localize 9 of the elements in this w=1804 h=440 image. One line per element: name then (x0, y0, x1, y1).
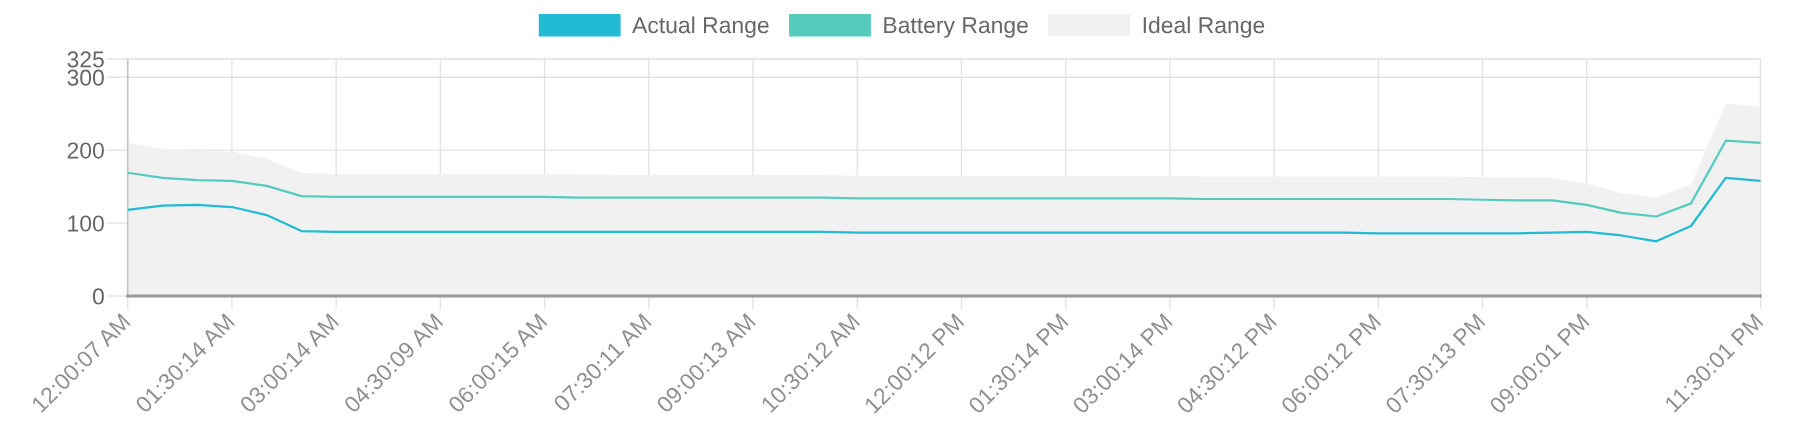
y-tick-label: 200 (67, 142, 104, 159)
legend-label: Actual Range (632, 16, 769, 38)
legend-label: Ideal Range (1143, 16, 1265, 38)
y-tick-label: 325 (67, 51, 104, 68)
y-tick-label: 100 (68, 215, 104, 232)
y-tick-label: 0 (92, 288, 104, 305)
y-tick-label: 300 (67, 69, 104, 86)
legend-label: Battery Range (884, 17, 1028, 38)
line-series (127, 176, 1761, 243)
